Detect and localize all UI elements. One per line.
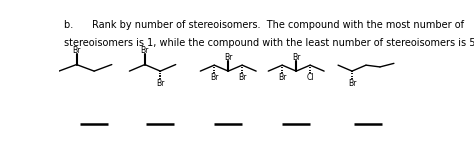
Text: Br: Br — [292, 53, 301, 62]
Text: Br: Br — [210, 73, 219, 82]
Text: b.      Rank by number of stereoisomers.  The compound with the most number of: b. Rank by number of stereoisomers. The … — [64, 20, 464, 30]
Text: Br: Br — [238, 73, 246, 82]
Text: Br: Br — [224, 53, 232, 62]
Text: stereoisomers is 1, while the compound with the least number of stereoisomers is: stereoisomers is 1, while the compound w… — [64, 38, 474, 48]
Text: Br: Br — [278, 73, 286, 82]
Text: Cl: Cl — [306, 73, 314, 82]
Text: Br: Br — [141, 46, 149, 55]
Text: Br: Br — [348, 79, 356, 88]
Text: Br: Br — [156, 79, 164, 88]
Text: Br: Br — [73, 46, 81, 55]
